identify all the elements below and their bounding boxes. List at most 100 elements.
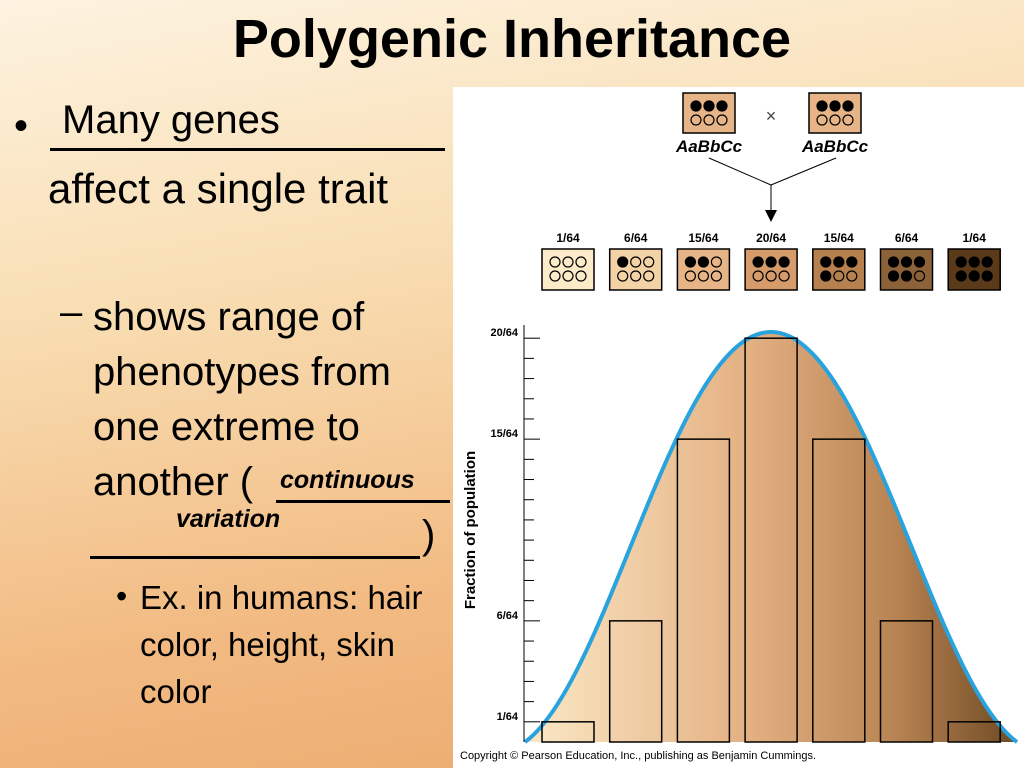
allele-dot xyxy=(549,270,561,282)
blank-answer: variation xyxy=(176,505,281,533)
blank-line xyxy=(276,500,450,503)
offspring-box xyxy=(541,248,595,291)
allele-dot xyxy=(846,270,858,282)
bar xyxy=(879,620,934,743)
allele-dot xyxy=(562,270,574,282)
close-paren: ) xyxy=(422,513,436,557)
allele-dot xyxy=(697,270,710,282)
fraction-label: 15/64 xyxy=(824,231,854,245)
allele-dot xyxy=(697,256,710,268)
allele-dot xyxy=(778,270,790,282)
allele-dot xyxy=(955,270,967,282)
parent-box xyxy=(808,92,862,134)
allele-dot xyxy=(617,270,629,282)
allele-dot xyxy=(684,270,697,282)
allele-dot xyxy=(752,270,764,282)
allele-dot xyxy=(575,256,587,268)
sub-sub-bullet-marker: • xyxy=(116,578,128,614)
allele-dot xyxy=(630,256,642,268)
allele-dot xyxy=(778,256,790,268)
y-tick-label: 6/64 xyxy=(497,610,519,622)
genotype-label: AaBbCc xyxy=(801,137,869,156)
fraction-label: 1/64 xyxy=(963,231,987,245)
curve-area xyxy=(525,332,1017,742)
bar xyxy=(947,721,1001,743)
allele-dot xyxy=(765,256,777,268)
bar xyxy=(676,438,731,743)
allele-dot xyxy=(833,256,845,268)
allele-dot xyxy=(703,100,715,112)
allele-dot xyxy=(690,100,702,112)
bar xyxy=(608,620,663,743)
allele-dot xyxy=(981,256,993,268)
blank-answer: continuous xyxy=(280,466,415,494)
arrow-head xyxy=(765,210,777,222)
fraction-label: 1/64 xyxy=(556,231,580,245)
bar xyxy=(541,721,595,743)
allele-dot xyxy=(643,256,655,268)
y-tick-label: 20/64 xyxy=(490,327,518,339)
allele-dot xyxy=(842,100,854,112)
copyright: Copyright © Pearson Education, Inc., pub… xyxy=(460,750,816,762)
allele-dot xyxy=(833,270,845,282)
fraction-label: 15/64 xyxy=(688,231,718,245)
allele-dot xyxy=(913,256,926,268)
allele-dot xyxy=(820,256,832,268)
allele-dot xyxy=(630,270,642,282)
fraction-label: 20/64 xyxy=(756,231,786,245)
bar xyxy=(812,438,866,743)
allele-dot xyxy=(703,114,715,126)
offspring-box xyxy=(879,248,934,291)
allele-dot xyxy=(562,256,574,268)
sub-bullet-marker: – xyxy=(60,290,83,334)
bar xyxy=(744,337,798,743)
bullet-marker: • xyxy=(14,104,29,148)
distribution-curve xyxy=(523,329,1019,744)
allele-dot xyxy=(690,114,702,126)
blank-line xyxy=(50,148,445,151)
bullet-text: affect a single trait xyxy=(48,165,389,212)
allele-dot xyxy=(765,270,777,282)
allele-dot xyxy=(887,256,900,268)
allele-dot xyxy=(643,270,655,282)
y-tick-label: 1/64 xyxy=(497,711,519,723)
y-tick-label: 15/64 xyxy=(490,428,518,440)
allele-dot xyxy=(887,270,900,282)
arrow xyxy=(708,157,772,186)
fraction-label: 6/64 xyxy=(895,231,919,245)
allele-dot xyxy=(900,256,913,268)
allele-dot xyxy=(842,114,854,126)
allele-dot xyxy=(617,256,629,268)
allele-dot xyxy=(716,114,728,126)
offspring-box xyxy=(812,248,866,291)
arrow xyxy=(770,157,837,186)
allele-dot xyxy=(816,114,828,126)
y-axis-label: Fraction of population xyxy=(462,451,479,609)
blank-line xyxy=(90,556,420,559)
allele-dot xyxy=(913,270,926,282)
fraction-label: 6/64 xyxy=(624,231,648,245)
offspring-box xyxy=(676,248,731,291)
slide-title: Polygenic Inheritance xyxy=(232,9,792,69)
parent-box xyxy=(682,92,736,134)
offspring-box xyxy=(608,248,663,291)
allele-dot xyxy=(981,270,993,282)
allele-dot xyxy=(716,100,728,112)
allele-dot xyxy=(816,100,828,112)
allele-dot xyxy=(900,270,913,282)
sub-sub-bullet-text: Ex. in humans: hair color, height, skin … xyxy=(140,579,423,710)
cross-symbol: × xyxy=(766,106,777,126)
allele-dot xyxy=(820,270,832,282)
allele-dot xyxy=(575,270,587,282)
allele-dot xyxy=(710,256,723,268)
allele-dot xyxy=(549,256,561,268)
sub-bullet-text: shows range of phenotypes from one extre… xyxy=(93,295,391,504)
allele-dot xyxy=(752,256,764,268)
genotype-label: AaBbCc xyxy=(675,137,743,156)
allele-dot xyxy=(968,256,980,268)
allele-dot xyxy=(968,270,980,282)
allele-dot xyxy=(829,114,841,126)
allele-dot xyxy=(829,100,841,112)
